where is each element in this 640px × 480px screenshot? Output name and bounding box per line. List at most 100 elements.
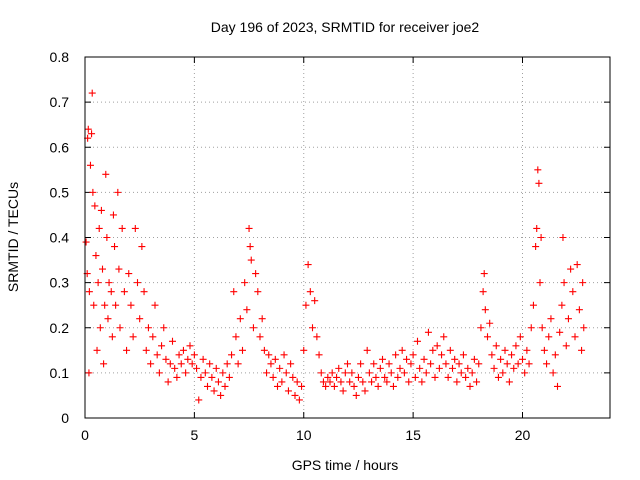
- data-point: [118, 224, 126, 232]
- data-point: [455, 360, 463, 368]
- data-point: [453, 378, 461, 386]
- data-point: [228, 351, 236, 359]
- x-axis-ticks: 0 5 10 15 20: [81, 57, 530, 443]
- data-point: [486, 319, 494, 327]
- data-point: [527, 324, 535, 332]
- data-point: [433, 342, 441, 350]
- data-point: [289, 373, 297, 381]
- data-point: [214, 378, 222, 386]
- data-point: [131, 224, 139, 232]
- data-point: [372, 373, 380, 381]
- data-point: [466, 382, 474, 390]
- data-point: [383, 378, 391, 386]
- data-point: [475, 360, 483, 368]
- data-point: [309, 324, 316, 332]
- data-point: [258, 315, 266, 323]
- data-point: [103, 234, 111, 241]
- data-point: [254, 288, 262, 296]
- data-point: [344, 360, 351, 368]
- data-point: [560, 279, 568, 287]
- data-point: [206, 360, 214, 368]
- data-point: [260, 346, 268, 354]
- data-point: [230, 288, 238, 296]
- data-point: [536, 279, 544, 287]
- data-point: [158, 342, 166, 350]
- data-point: [564, 315, 572, 323]
- data-point: [508, 351, 516, 359]
- data-point: [580, 324, 588, 332]
- data-point: [462, 373, 470, 381]
- data-point: [335, 364, 343, 372]
- data-point: [545, 333, 553, 341]
- data-point: [249, 324, 257, 332]
- data-point: [129, 333, 137, 341]
- data-point: [142, 346, 150, 354]
- data-point: [411, 373, 419, 381]
- data-point: [547, 315, 555, 323]
- data-point: [271, 355, 279, 363]
- data-point: [346, 378, 354, 386]
- data-point: [193, 364, 201, 372]
- data-point: [537, 234, 545, 241]
- data-point: [99, 265, 106, 273]
- data-point: [269, 373, 277, 381]
- data-point: [464, 364, 472, 372]
- data-point: [330, 382, 338, 390]
- data-point: [153, 351, 161, 359]
- data-point: [551, 351, 559, 359]
- data-point: [276, 364, 284, 372]
- data-point: [479, 288, 487, 296]
- data-point: [499, 369, 507, 377]
- data-point: [160, 324, 168, 332]
- data-point: [184, 355, 192, 363]
- data-point: [138, 243, 146, 251]
- data-point: [91, 202, 99, 210]
- data-point: [424, 328, 432, 336]
- data-point: [84, 125, 92, 133]
- data-point: [468, 369, 476, 377]
- data-point: [490, 364, 498, 372]
- data-point: [438, 351, 446, 359]
- data-point: [365, 369, 373, 377]
- y-axis-label: SRMTID / TECUs: [5, 182, 21, 292]
- data-point: [298, 382, 306, 390]
- data-point: [494, 373, 502, 381]
- x-axis-label: GPS time / hours: [292, 457, 399, 473]
- data-point: [88, 89, 96, 97]
- data-point: [127, 301, 135, 309]
- data-point: [155, 369, 163, 377]
- data-point: [136, 315, 144, 323]
- data-point: [186, 342, 194, 350]
- data-point: [105, 279, 113, 287]
- data-point: [94, 279, 102, 287]
- data-point: [311, 297, 319, 305]
- data-point: [140, 288, 148, 296]
- data-point: [558, 301, 566, 309]
- data-point: [492, 342, 500, 350]
- data-point: [449, 364, 456, 372]
- data-point: [348, 369, 356, 377]
- data-point: [510, 364, 518, 372]
- data-point: [534, 166, 542, 174]
- data-point: [538, 324, 546, 332]
- y-tick-label: 0.8: [50, 49, 70, 65]
- data-point: [505, 378, 513, 386]
- data-point: [549, 369, 557, 377]
- data-point: [177, 360, 185, 368]
- data-point: [501, 346, 509, 354]
- data-point: [385, 360, 393, 368]
- data-point: [151, 301, 159, 309]
- data-point: [457, 369, 465, 377]
- data-point: [265, 351, 273, 359]
- data-point: [379, 355, 386, 363]
- data-point: [444, 373, 452, 381]
- data-point: [199, 355, 207, 363]
- data-point: [201, 369, 209, 377]
- data-point: [241, 279, 249, 287]
- data-point: [317, 369, 325, 377]
- data-point: [108, 333, 116, 341]
- data-point: [473, 378, 481, 386]
- data-point: [123, 346, 131, 354]
- data-point: [149, 333, 157, 341]
- data-point: [392, 351, 400, 359]
